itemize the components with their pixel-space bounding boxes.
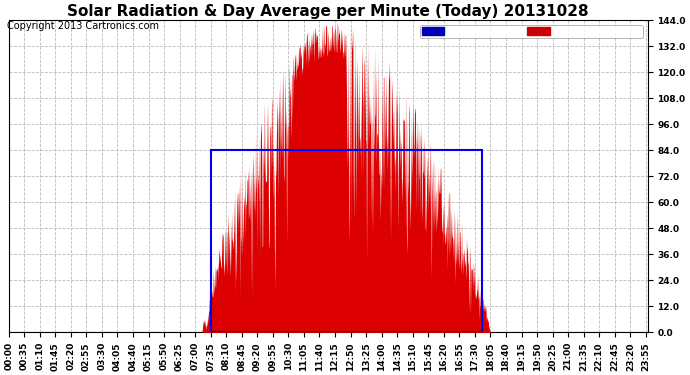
Title: Solar Radiation & Day Average per Minute (Today) 20131028: Solar Radiation & Day Average per Minute… — [68, 4, 589, 19]
Legend: Median (W/m2), Radiation (W/m2): Median (W/m2), Radiation (W/m2) — [420, 25, 643, 38]
Text: Copyright 2013 Cartronics.com: Copyright 2013 Cartronics.com — [7, 21, 159, 31]
Bar — [210, 150, 482, 332]
